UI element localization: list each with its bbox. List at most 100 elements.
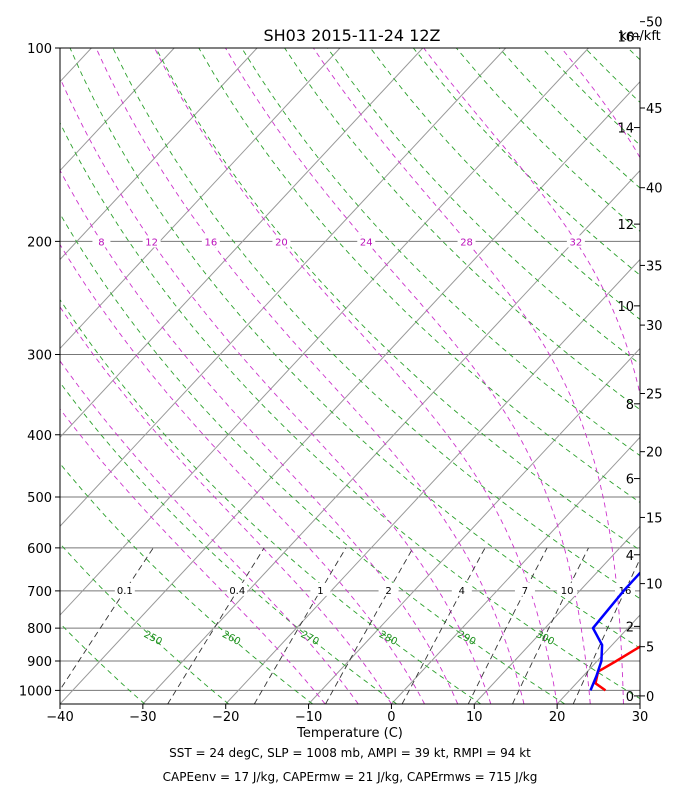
moist-adiabat-label-bg [201,235,220,248]
mixing-ratio-line [253,547,347,704]
isotherm [225,258,640,704]
moist-adiabat-label: 12 [145,237,158,248]
isotherm [556,614,640,704]
dry-adiabat-label: 270 [299,629,321,648]
moist-adiabat [95,48,525,704]
km-tick-label: 4 [626,549,634,564]
x-tick-label: 20 [549,710,566,725]
chart-title: SH03 2015-11-24 12Z [263,26,440,45]
isotherm [0,48,9,704]
km-tick-label: 14 [617,122,634,137]
moist-adiabat-label: 28 [460,237,473,248]
dry-adiabat [498,48,640,189]
kft-tick-label: 35 [646,259,663,274]
kft-tick-label: 0 [646,690,654,705]
moist-adiabat-label: 32 [570,237,583,248]
dry-adiabat [60,212,566,704]
kft-tick-label: 10 [646,578,663,593]
moist-adiabat [560,48,640,159]
mixing-ratio-label: 7 [522,586,528,597]
x-axis-label: Temperature (C) [296,726,403,741]
kft-tick-label: 5 [646,641,654,656]
dry-adiabat-label: 300 [534,629,556,648]
mixing-ratio-label: 0.1 [117,586,133,597]
moist-adiabat [60,169,459,704]
dry-adiabat [60,298,482,704]
mixing-ratio-label-bg [514,582,535,596]
moist-adiabat [60,76,492,704]
km-tick-label: 16 [617,31,634,46]
mixing-ratio-line [60,547,154,691]
y-tick-label: 500 [27,491,52,506]
dry-adiabat [584,48,640,103]
moist-adiabat-label-bg [566,235,585,248]
dry-adiabat [60,702,62,704]
x-tick-label: −40 [46,710,73,725]
isotherm [60,80,640,704]
dry-adiabat [60,462,313,704]
y-tick-label: 700 [27,585,52,600]
isotherm [60,48,175,172]
temperature-profile-line [594,645,640,692]
mixing-ratio-line [572,558,640,704]
x-tick-label: −10 [295,710,322,725]
mixing-ratio-label-bg [310,582,331,596]
plot-frame [59,47,641,705]
x-tick-label: 0 [387,710,395,725]
km-tick-label: 2 [626,620,634,635]
dry-adiabat [627,48,640,61]
moist-adiabat [154,48,558,704]
y-tick-label: 300 [27,348,52,363]
mixing-ratio-line [467,547,548,704]
kft-tick-label: 20 [646,446,663,461]
mixing-ratio-line [512,547,589,704]
y-tick-label: 100 [27,42,52,57]
kft-tick-label: 45 [646,102,663,117]
kft-tick-label: 15 [646,511,663,526]
isotherm [60,48,258,261]
kft-tick-label: 30 [646,319,663,334]
km-tick-label: 0 [626,690,634,705]
dry-adiabat [412,48,640,276]
isotherm [142,169,640,704]
dry-adiabat [112,48,640,600]
moist-adiabat-label-bg [457,235,476,248]
mixing-ratio-label-bg [557,582,578,596]
moist-adiabat [60,408,326,704]
mixing-ratio-line [325,547,414,704]
moist-adiabat [60,360,359,704]
moist-adiabat [423,48,640,397]
dry-adiabat [60,121,640,700]
x-tick-label: 30 [632,710,649,725]
isotherm [60,48,507,527]
mixing-ratio-line [167,547,265,704]
mixing-ratio-label: 16 [619,586,632,597]
mixing-ratio-label-bg [227,582,248,596]
kft-tick-label: 25 [646,387,663,402]
mixing-ratio-label: 0.4 [229,586,245,597]
annotation-line-2: CAPEenv = 17 J/kg, CAPErmw = 21 J/kg, CA… [163,770,538,784]
km-tick-label: 12 [617,218,634,233]
dry-adiabat [370,48,640,320]
dry-adiabat-label: 290 [455,629,477,648]
moist-adiabat-label-bg [142,235,161,248]
isotherm [60,48,424,438]
dry-adiabat [198,48,640,503]
isotherm [639,703,640,704]
dry-adiabat-label: 280 [377,629,399,648]
kft-tick-label: 40 [646,182,663,197]
dry-adiabat [60,381,397,704]
isotherm [473,525,640,704]
moist-adiabat-label: 8 [98,237,104,248]
mixing-ratio-line [401,547,486,704]
moist-adiabat-label: 20 [275,237,288,248]
annotation-line-1: SST = 24 degC, SLP = 1008 mb, AMPI = 39 … [169,746,531,760]
dry-adiabat [284,48,640,411]
isotherm [308,347,640,704]
mixing-ratio-label: 10 [561,586,574,597]
moist-adiabat [225,48,591,704]
moist-adiabat-label-bg [357,235,376,248]
